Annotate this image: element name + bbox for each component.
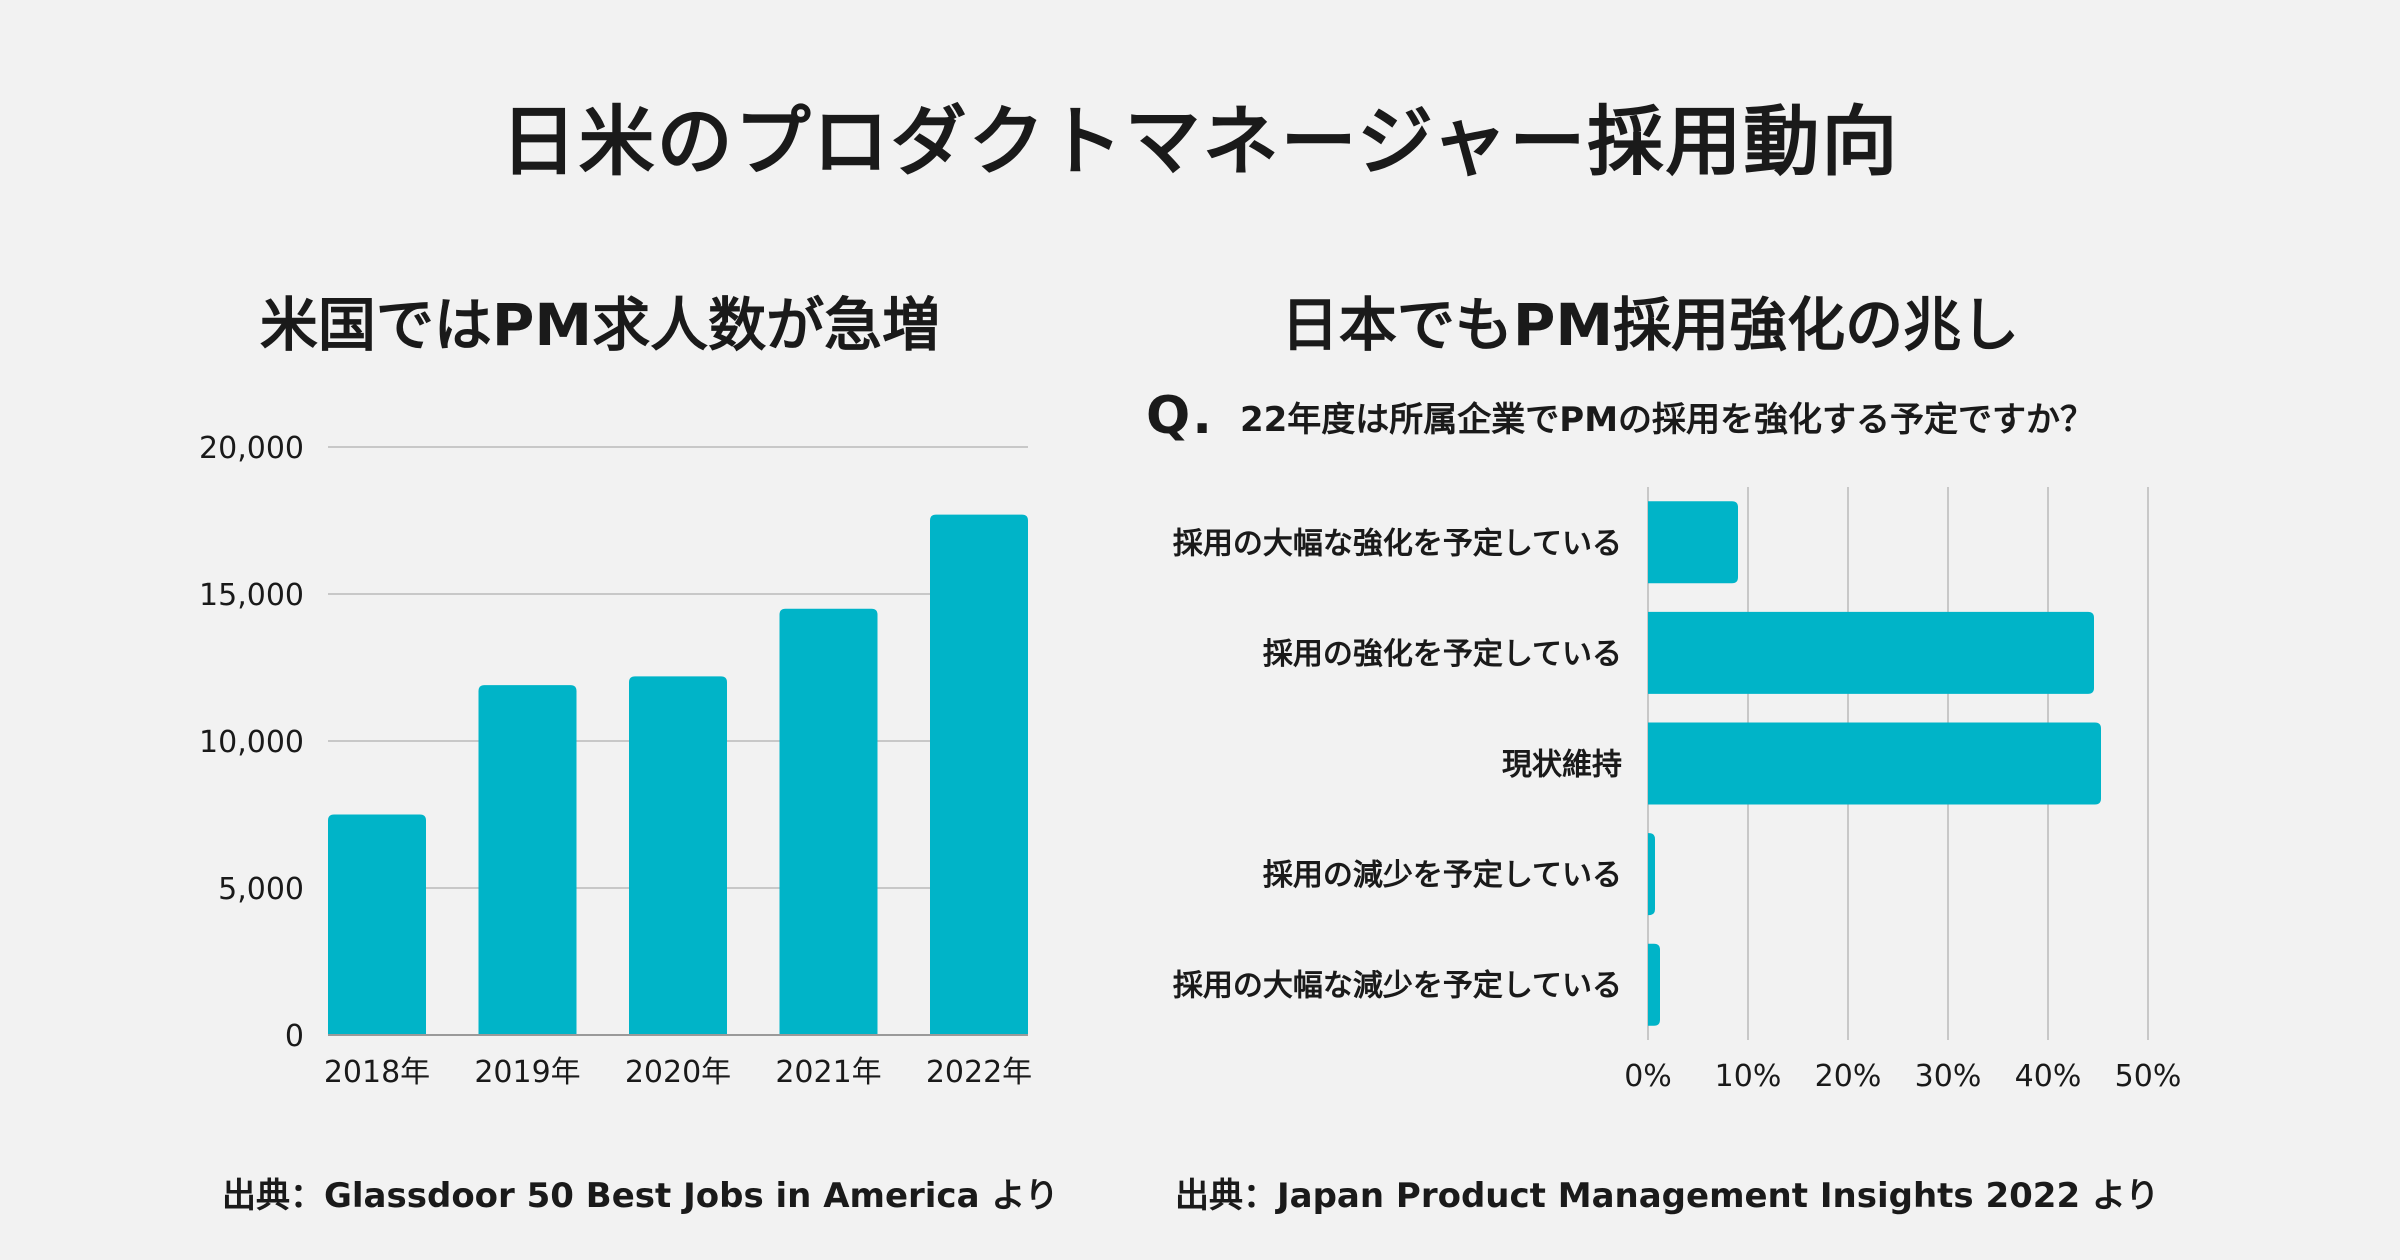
- question-text: 22年度は所属企業でPMの採用を強化する予定ですか？: [1239, 399, 2095, 440]
- us-chart-heading: 米国ではPM求人数が急増: [259, 291, 941, 359]
- jp-bar-採用の大幅な減少を予定している: [1648, 943, 1660, 1026]
- x-tick-label: 2019年: [474, 1055, 580, 1090]
- question-mark-label: Q.: [1146, 386, 1214, 446]
- us-chart-source: 出典：Glassdoor 50 Best Jobs in America より: [222, 1176, 1059, 1216]
- us-bar-2020年: [629, 676, 727, 1035]
- x-tick-label: 2022年: [926, 1055, 1032, 1090]
- jp-bar-採用の大幅な強化を予定している: [1648, 501, 1738, 584]
- y-category-label: 現状維持: [1502, 748, 1622, 783]
- y-tick-label: 15,000: [199, 578, 304, 613]
- y-tick-label: 10,000: [199, 725, 304, 760]
- y-category-label: 採用の強化を予定している: [1263, 637, 1622, 672]
- survey-question: Q. 22年度は所属企業でPMの採用を強化する予定ですか？: [1146, 386, 2276, 446]
- x-tick-label: 30%: [1915, 1059, 1982, 1094]
- x-tick-label: 40%: [2015, 1059, 2082, 1094]
- x-tick-label: 0%: [1624, 1059, 1672, 1094]
- y-category-label: 採用の大幅な減少を予定している: [1173, 969, 1622, 1004]
- japan-chart-source: 出典：Japan Product Management Insights 202…: [1175, 1176, 2160, 1216]
- x-tick-label: 2020年: [625, 1055, 731, 1090]
- jp-bar-現状維持: [1648, 722, 2101, 805]
- us-bar-2018年: [328, 814, 426, 1035]
- x-tick-label: 20%: [1815, 1059, 1882, 1094]
- jp-bar-採用の強化を予定している: [1648, 611, 2094, 694]
- x-tick-label: 2021年: [775, 1055, 881, 1090]
- us-bar-2021年: [779, 608, 878, 1035]
- jp-bar-採用の減少を予定している: [1648, 833, 1655, 916]
- y-tick-label: 0: [285, 1019, 304, 1054]
- us-bar-2019年: [478, 685, 577, 1035]
- y-category-label: 採用の減少を予定している: [1263, 858, 1622, 893]
- x-tick-label: 50%: [2115, 1059, 2182, 1094]
- x-tick-label: 10%: [1715, 1059, 1782, 1094]
- y-category-label: 採用の大幅な強化を予定している: [1173, 526, 1622, 561]
- y-tick-label: 5,000: [218, 872, 304, 907]
- japan-chart-heading: 日本でもPM採用強化の兆し: [1280, 291, 2020, 359]
- x-tick-label: 2018年: [324, 1055, 430, 1090]
- us-bar-2022年: [930, 514, 1028, 1035]
- page-title: 日米のプロダクトマネージャー採用動向: [500, 97, 1900, 186]
- y-tick-label: 20,000: [199, 431, 304, 466]
